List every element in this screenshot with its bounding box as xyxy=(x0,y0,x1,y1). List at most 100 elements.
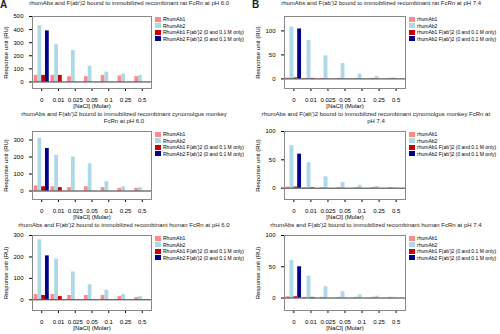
html-text:RhumAb2 F(ab')2 (0 and 0.1 M o: RhumAb2 F(ab')2 (0 and 0.1 M only) xyxy=(163,254,244,261)
svg-text:200: 200 xyxy=(13,154,24,160)
svg-text:0.25: 0.25 xyxy=(120,319,132,325)
svg-text:Response unit (RU): Response unit (RU) xyxy=(3,139,9,192)
svg-text:0.5: 0.5 xyxy=(392,97,401,103)
svg-text:[NaCl] (Molar): [NaCl] (Molar) xyxy=(326,103,363,109)
svg-text:0.25: 0.25 xyxy=(120,208,132,214)
html-text:rhumAb2 F(ab')2 (0 and 0.1 M o: rhumAb2 F(ab')2 (0 and 0.1 M only) xyxy=(417,254,496,261)
svg-text:Response unit (RU): Response unit (RU) xyxy=(255,139,261,192)
html-text:RhumAb1: RhumAb1 xyxy=(163,131,186,137)
html-text:rhumAbs and F(ab')2 bound to i: rhumAbs and F(ab')2 bound to immobilized… xyxy=(261,111,491,124)
svg-text:[NaCl] (Molar): [NaCl] (Molar) xyxy=(73,214,110,220)
svg-text:0: 0 xyxy=(20,297,24,303)
svg-text:100: 100 xyxy=(265,232,276,238)
svg-text:0: 0 xyxy=(40,319,44,325)
svg-text:0.1: 0.1 xyxy=(357,96,367,103)
svg-text:0.025: 0.025 xyxy=(67,318,83,325)
html-text:B: B xyxy=(252,0,260,10)
html-text:rhumAb1 F(ab')2 (0 and 0.1 M o: rhumAb1 F(ab')2 (0 and 0.1 M only) xyxy=(417,29,496,35)
svg-text:0.025: 0.025 xyxy=(320,96,336,103)
svg-text:[NaCl] (Molar): [NaCl] (Molar) xyxy=(73,103,110,109)
html-text:rhumAb1: rhumAb1 xyxy=(417,16,438,22)
svg-text:0.25: 0.25 xyxy=(373,319,385,325)
html-text:RhumAb2: RhumAb2 xyxy=(163,241,186,248)
svg-text:Response unit (RU): Response unit (RU) xyxy=(255,26,261,79)
svg-text:200: 200 xyxy=(13,254,24,260)
svg-text:500: 500 xyxy=(13,13,24,19)
svg-text:0.01: 0.01 xyxy=(305,97,317,103)
svg-text:0.01: 0.01 xyxy=(53,97,65,103)
svg-text:300: 300 xyxy=(13,232,24,238)
svg-text:50: 50 xyxy=(269,157,276,163)
svg-text:300: 300 xyxy=(13,137,24,143)
svg-text:0.025: 0.025 xyxy=(320,207,336,214)
svg-text:50: 50 xyxy=(269,52,276,58)
svg-text:Response unit (RU): Response unit (RU) xyxy=(255,247,261,300)
svg-text:0: 0 xyxy=(20,79,24,85)
svg-text:0.05: 0.05 xyxy=(86,96,98,103)
svg-text:0.1: 0.1 xyxy=(104,318,113,325)
svg-text:0.05: 0.05 xyxy=(86,207,98,214)
html-text:rhumAb2 F(ab')2 (0 and 0.1 M o: rhumAb2 F(ab')2 (0 and 0.1 M only) xyxy=(417,150,496,157)
svg-text:0.1: 0.1 xyxy=(357,318,367,325)
svg-text:400: 400 xyxy=(13,27,24,33)
svg-text:0.25: 0.25 xyxy=(120,97,132,103)
svg-text:[NaCl] (Molar): [NaCl] (Molar) xyxy=(73,325,110,331)
svg-text:0: 0 xyxy=(292,319,296,325)
svg-text:0.025: 0.025 xyxy=(67,96,83,103)
svg-text:0.25: 0.25 xyxy=(373,97,385,103)
svg-text:0: 0 xyxy=(20,188,24,194)
svg-text:0.05: 0.05 xyxy=(339,318,351,325)
svg-text:0.05: 0.05 xyxy=(339,96,351,103)
svg-text:100: 100 xyxy=(265,128,276,134)
svg-text:100: 100 xyxy=(13,275,24,281)
svg-text:0.025: 0.025 xyxy=(320,318,336,325)
svg-text:0.01: 0.01 xyxy=(53,319,65,325)
svg-text:0.5: 0.5 xyxy=(392,208,401,214)
html-text:rhumAbs and F(ab')2 bound to i: rhumAbs and F(ab')2 bound to immobilized… xyxy=(281,0,482,6)
svg-text:0.1: 0.1 xyxy=(104,207,113,214)
html-text:rhumAb2 F(ab')2 (0 and 0.1 M o: rhumAb2 F(ab')2 (0 and 0.1 M only) xyxy=(417,35,496,42)
svg-text:0.1: 0.1 xyxy=(104,96,113,103)
svg-text:0.5: 0.5 xyxy=(138,319,147,325)
svg-text:50: 50 xyxy=(269,264,276,270)
svg-text:0.01: 0.01 xyxy=(53,208,65,214)
svg-text:0.5: 0.5 xyxy=(392,319,401,325)
svg-text:[NaCl] (Molar): [NaCl] (Molar) xyxy=(326,214,363,220)
svg-text:0.01: 0.01 xyxy=(305,208,317,214)
svg-text:0: 0 xyxy=(40,97,44,103)
svg-text:Response unit (RU): Response unit (RU) xyxy=(3,26,9,79)
html-text:RhumAb1 F(ab')2 (0 and 0.1 M o: RhumAb1 F(ab')2 (0 and 0.1 M only) xyxy=(163,29,244,35)
svg-text:300: 300 xyxy=(13,40,24,46)
svg-text:0.5: 0.5 xyxy=(138,208,147,214)
html-text:RhumAb2: RhumAb2 xyxy=(163,22,186,29)
html-text:A: A xyxy=(0,0,8,10)
svg-text:0: 0 xyxy=(272,295,276,301)
svg-text:0.01: 0.01 xyxy=(305,319,317,325)
svg-text:0: 0 xyxy=(40,208,44,214)
html-text:rhumAbs and F(ab')2 bound to i: rhumAbs and F(ab')2 bound to immobilized… xyxy=(29,0,230,6)
svg-text:200: 200 xyxy=(13,53,24,59)
html-text:RhumAb2 F(ab')2 (0 and 0.1 M o: RhumAb2 F(ab')2 (0 and 0.1 M only) xyxy=(163,150,244,157)
html-text:RhumAb1: RhumAb1 xyxy=(163,16,186,22)
svg-text:0.1: 0.1 xyxy=(357,207,367,214)
html-text:rhumAb2: rhumAb2 xyxy=(417,137,438,144)
svg-text:0: 0 xyxy=(272,76,276,82)
svg-text:0.25: 0.25 xyxy=(373,208,385,214)
svg-text:[NaCl] (Molar): [NaCl] (Molar) xyxy=(326,325,363,331)
html-text:RhumAb2 F(ab')2 (0 and 0.1 M o: RhumAb2 F(ab')2 (0 and 0.1 M only) xyxy=(163,35,244,42)
svg-text:0: 0 xyxy=(272,185,276,191)
svg-text:0: 0 xyxy=(292,208,296,214)
svg-text:0.025: 0.025 xyxy=(67,207,83,214)
svg-text:0.05: 0.05 xyxy=(339,207,351,214)
html-text:rhumAbs and F(ab')2 bound to i: rhumAbs and F(ab')2 bound to immobilized… xyxy=(21,111,227,124)
svg-text:100: 100 xyxy=(13,66,24,72)
svg-text:0: 0 xyxy=(292,97,296,103)
html-text:RhumAb2: RhumAb2 xyxy=(163,137,186,144)
html-text:rhumAb2: rhumAb2 xyxy=(417,22,438,29)
html-text:rhumAb2: rhumAb2 xyxy=(417,241,438,248)
svg-text:100: 100 xyxy=(13,171,24,177)
svg-text:0.5: 0.5 xyxy=(138,97,147,103)
svg-text:0.05: 0.05 xyxy=(86,318,98,325)
svg-text:Response unit (RU): Response unit (RU) xyxy=(3,247,9,300)
svg-text:100: 100 xyxy=(265,28,276,34)
